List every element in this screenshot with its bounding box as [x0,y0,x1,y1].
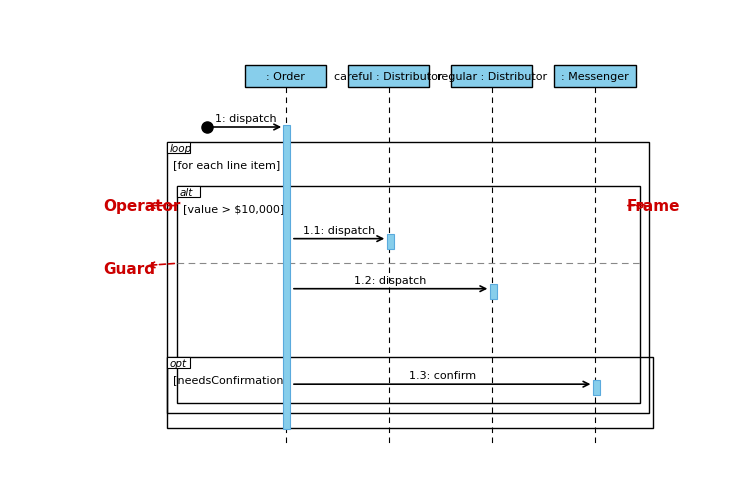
Text: careful : Distributor: careful : Distributor [334,72,443,82]
Bar [387,234,394,250]
Bar [490,285,497,300]
Text: : Messenger: : Messenger [561,72,628,82]
Bar [245,66,326,88]
Bar [348,66,429,88]
Text: : Order: : Order [266,72,305,82]
Text: [for each line item]: [for each line item] [173,160,281,170]
Bar [167,143,190,154]
Text: Guard: Guard [104,262,156,277]
Text: [needsConfirmation]: [needsConfirmation] [173,374,288,384]
Bar [283,125,290,429]
Bar [167,358,653,428]
Bar [554,66,636,88]
Text: 1.2: dispatch: 1.2: dispatch [354,276,427,285]
Text: alt: alt [179,187,193,197]
Bar [451,66,532,88]
Text: regular : Distributor: regular : Distributor [437,72,547,82]
Text: [value > $10,000]: [value > $10,000] [183,204,284,214]
Text: 1.3: confirm: 1.3: confirm [409,371,476,381]
Bar [177,187,201,198]
Text: opt: opt [169,358,187,368]
Text: loop: loop [169,143,192,153]
Bar [167,143,649,414]
Text: 1.1: dispatch: 1.1: dispatch [303,225,376,235]
Text: Operator: Operator [104,198,181,213]
Bar [593,380,600,395]
Text: 1: dispatch: 1: dispatch [215,114,276,124]
Bar [177,187,639,404]
Bar [167,358,190,368]
Text: Frame: Frame [627,198,680,213]
